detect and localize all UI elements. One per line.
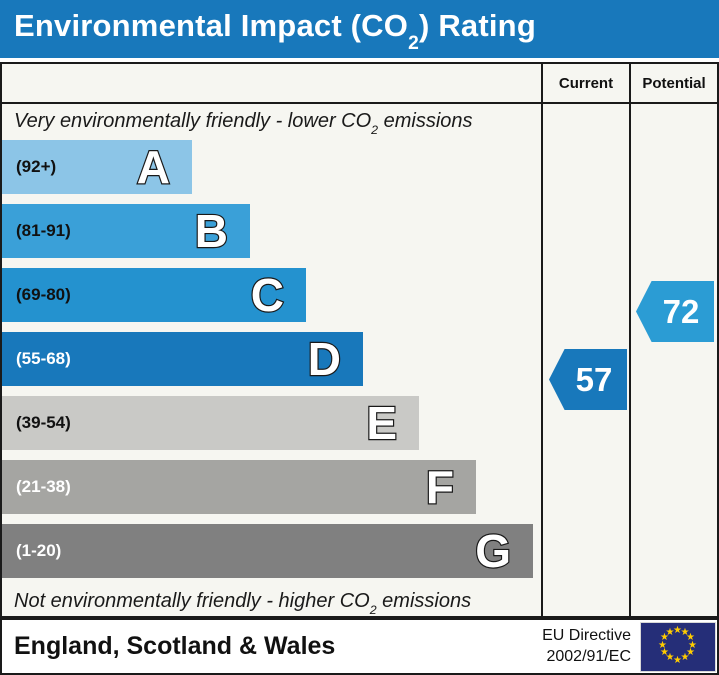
band-row-c: (69-80) C	[2, 268, 541, 332]
current-column-header: Current	[541, 64, 629, 102]
eu-flag-star: ★	[660, 647, 669, 658]
page-title-suffix: ) Rating	[418, 8, 536, 44]
bottom-note-suffix: emissions	[376, 589, 472, 612]
table-body: Very environmentally friendly - lower CO…	[2, 104, 717, 618]
band-range-c: (69-80)	[16, 285, 71, 304]
band-bar-d: (55-68) D	[2, 332, 363, 386]
band-letter-c: C	[250, 269, 286, 321]
eu-flag-star: ★	[688, 639, 697, 651]
eu-directive-line1: EU Directive	[542, 626, 631, 644]
band-row-g: (1-20) G	[2, 524, 541, 588]
band-letter-b: B	[194, 205, 230, 257]
band-range-d: (55-68)	[16, 349, 71, 368]
band-letter-g: G	[474, 525, 512, 577]
band-letter-f: F	[425, 461, 456, 513]
eu-directive-line2: 2002/91/EC	[546, 647, 631, 665]
band-row-f: (21-38) F	[2, 460, 541, 524]
band-bar-c: (69-80) C	[2, 268, 306, 322]
page-title-text: Environmental Impact (CO	[14, 8, 409, 44]
table-header-row: Current Potential	[2, 64, 717, 104]
bottom-note-subscript: 2	[369, 603, 377, 618]
band-bar-f: (21-38) F	[2, 460, 476, 514]
band-range-a: (92+)	[16, 157, 57, 176]
band-bar-g: (1-20) G	[2, 524, 533, 578]
page-title: Environmental Impact (CO2) Rating	[14, 8, 536, 54]
eu-flag-star: ★	[685, 632, 695, 643]
bands-chart-area: Very environmentally friendly - lower CO…	[2, 104, 541, 618]
top-note-text: Very environmentally friendly - lower CO	[14, 109, 372, 132]
top-note-suffix: emissions	[378, 109, 473, 132]
eu-flag-star: ★	[665, 626, 675, 638]
eu-flag-icon: ★ ★ ★ ★ ★ ★ ★ ★ ★ ★ ★ ★	[641, 622, 715, 671]
bottom-note: Not environmentally friendly - higher CO…	[2, 588, 541, 618]
potential-column-header: Potential	[629, 64, 717, 102]
band-bar-b: (81-91) B	[2, 204, 250, 258]
band-bar-a: (92+) A	[2, 140, 192, 194]
eu-flag-star: ★	[673, 624, 682, 636]
band-bar-e: (39-54) E	[2, 396, 419, 450]
page-title-subscript: 2	[408, 32, 419, 54]
eu-flag-star: ★	[665, 652, 675, 664]
footer-bar: England, Scotland & Wales EU Directive 2…	[0, 618, 719, 675]
eu-flag-star: ★	[660, 632, 669, 643]
band-range-g: (1-20)	[16, 541, 62, 560]
band-row-d: (55-68) D	[2, 332, 541, 396]
band-range-b: (81-91)	[16, 221, 71, 240]
bottom-note-text: Not environmentally friendly - higher CO	[14, 589, 370, 612]
region-label: England, Scotland & Wales	[14, 632, 336, 660]
band-letter-e: E	[365, 397, 398, 449]
current-arrow: 57	[549, 349, 627, 410]
band-range-e: (39-54)	[16, 413, 71, 432]
eu-flag-star: ★	[685, 647, 695, 658]
header-spacer-cell	[2, 64, 541, 102]
potential-value: 72	[662, 292, 700, 330]
band-range-f: (21-38)	[16, 477, 71, 496]
potential-arrow: 72	[636, 281, 714, 342]
rating-table: Current Potential Very environmentally f…	[0, 62, 719, 618]
band-letter-a: A	[136, 141, 172, 193]
eu-flag-star: ★	[673, 654, 682, 666]
current-value: 57	[575, 360, 613, 398]
band-letter-d: D	[307, 333, 343, 385]
eu-directive-label: EU Directive 2002/91/EC	[542, 626, 631, 668]
band-row-a: (92+) A	[2, 140, 541, 204]
eu-flag-star: ★	[680, 626, 690, 638]
current-column-cell	[541, 104, 629, 616]
eu-flag-star: ★	[658, 639, 667, 651]
potential-column-cell	[629, 104, 717, 616]
top-note: Very environmentally friendly - lower CO…	[2, 104, 541, 140]
title-bar: Environmental Impact (CO2) Rating	[0, 0, 719, 58]
band-row-b: (81-91) B	[2, 204, 541, 268]
rating-bands: (92+) A (81-91) B (69-80) C	[2, 140, 541, 588]
eu-flag-star: ★	[680, 652, 690, 664]
band-row-e: (39-54) E	[2, 396, 541, 460]
top-note-subscript: 2	[371, 123, 379, 138]
